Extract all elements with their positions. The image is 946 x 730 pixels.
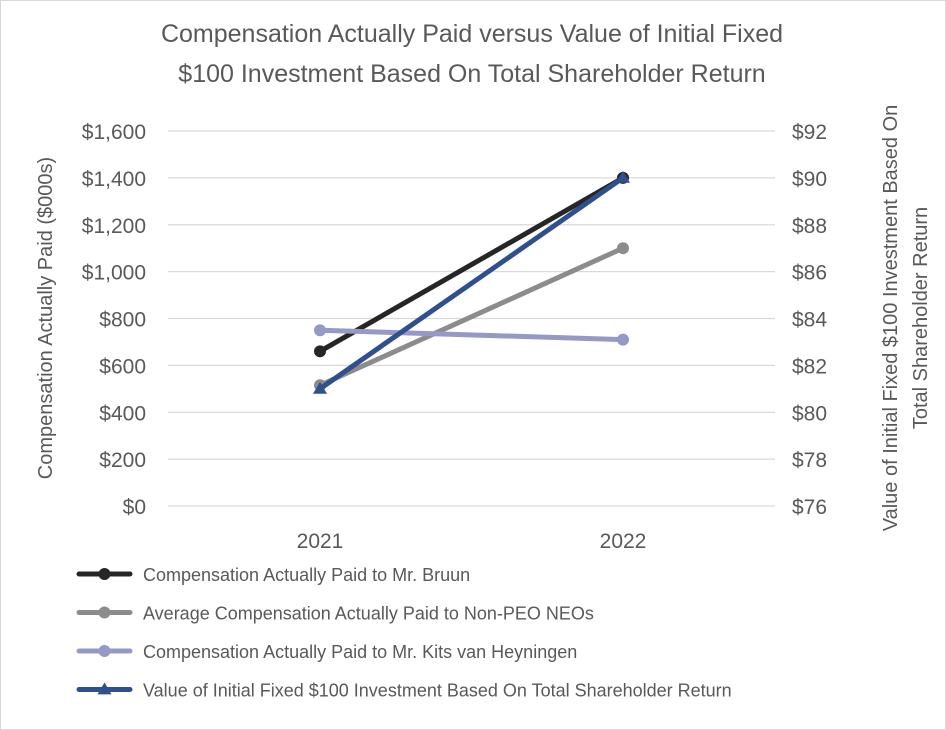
left-tick-label: $1,600 <box>82 121 146 144</box>
data-point <box>617 333 629 346</box>
right-axis-label-line-2: Total Shareholder Return <box>910 207 932 429</box>
left-tick-label: $600 <box>99 355 146 378</box>
x-axis-ticks: 2021 2022 <box>297 530 647 553</box>
left-tick-label: $1,000 <box>82 262 146 285</box>
legend-item: Value of Initial Fixed $100 Investment B… <box>76 681 732 701</box>
data-point <box>616 170 630 183</box>
series-line <box>317 175 626 392</box>
chart-title-line-2: $100 Investment Based On Total Sharehold… <box>178 60 765 88</box>
data-point <box>314 324 326 337</box>
legend-label: Compensation Actually Paid to Mr. Kits v… <box>143 642 577 662</box>
left-tick-label: $400 <box>99 402 146 425</box>
left-axis-label: Compensation Actually Paid ($000s) <box>35 157 57 479</box>
legend-marker <box>98 645 111 657</box>
legend-marker <box>98 606 111 619</box>
left-tick-label: $0 <box>123 496 146 519</box>
legend-marker <box>97 682 112 695</box>
x-tick-label: 2021 <box>297 530 344 553</box>
series-line <box>317 175 626 354</box>
right-tick-label: $90 <box>792 168 827 191</box>
legend-label: Average Compensation Actually Paid to No… <box>143 604 594 624</box>
left-tick-label: $1,400 <box>82 168 146 191</box>
right-tick-label: $82 <box>792 355 827 378</box>
legend-item: Compensation Actually Paid to Mr. Kits v… <box>76 642 577 662</box>
legend-label: Compensation Actually Paid to Mr. Bruun <box>143 565 470 585</box>
series-lines <box>313 170 630 394</box>
right-tick-label: $88 <box>792 215 827 238</box>
legend-item: Average Compensation Actually Paid to No… <box>76 604 594 624</box>
data-point <box>617 242 629 255</box>
series-line <box>317 327 626 343</box>
right-tick-label: $76 <box>792 496 827 519</box>
left-axis-ticks: $0 $200 $400 $600 $800 $1,000 $1,200 $1,400 $1,6… <box>82 121 146 519</box>
gridlines <box>168 130 775 507</box>
series-line <box>317 245 626 388</box>
series-4 <box>313 170 630 394</box>
legend-label: Value of Initial Fixed $100 Investment B… <box>143 681 732 701</box>
data-point <box>313 381 327 394</box>
left-tick-label: $1,200 <box>82 215 146 238</box>
right-tick-label: $84 <box>792 309 827 332</box>
right-tick-label: $80 <box>792 402 827 425</box>
legend-marker <box>98 568 111 580</box>
right-axis-label-line-1: Value of Initial Fixed $100 Investment B… <box>880 105 902 532</box>
right-axis-ticks: $76 $78 $80 $82 $84 $86 $88 $90 $92 <box>792 121 827 519</box>
left-tick-label: $800 <box>99 309 146 332</box>
legend: Compensation Actually Paid to Mr. Bruun A… <box>76 565 732 701</box>
right-tick-label: $86 <box>792 262 827 285</box>
left-tick-label: $200 <box>99 449 146 472</box>
series-3 <box>314 324 629 346</box>
legend-item: Compensation Actually Paid to Mr. Bruun <box>76 565 470 585</box>
data-point <box>314 345 326 358</box>
right-tick-label: $92 <box>792 121 827 144</box>
chart-title-line-1: Compensation Actually Paid versus Value … <box>161 20 783 48</box>
x-tick-label: 2022 <box>600 530 647 553</box>
right-tick-label: $78 <box>792 449 827 472</box>
